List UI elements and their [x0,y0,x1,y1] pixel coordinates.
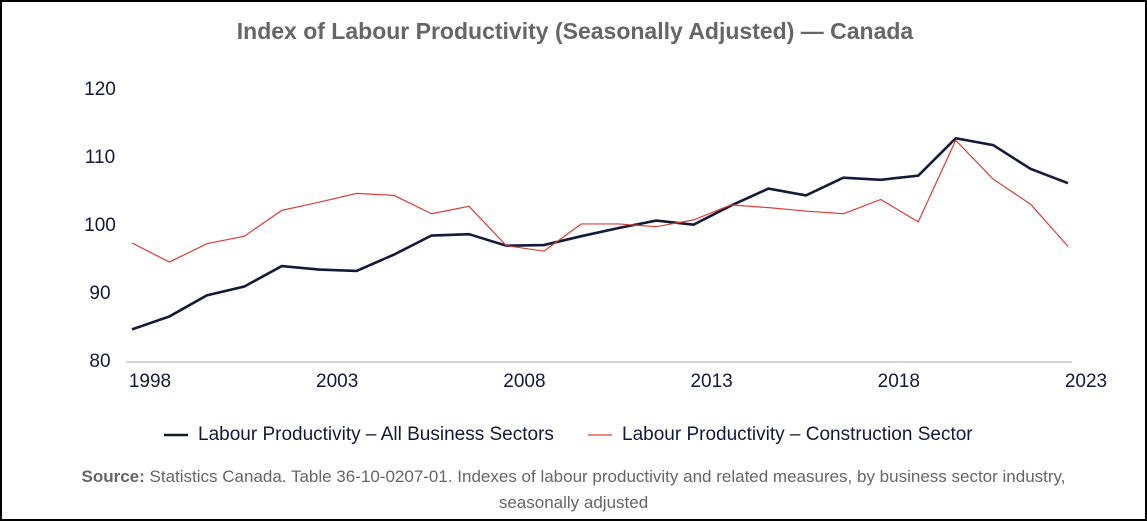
line [131,139,1069,263]
y-tick-label: 110 [85,147,115,168]
y-tick-label: 100 [84,215,116,236]
y-tick-label: 80 [89,351,110,372]
y-tick-label: 90 [89,283,110,304]
line [131,136,1069,331]
x-tick-label: 2018 [878,371,920,392]
legend-label: Labour Productivity – Construction Secto… [622,424,973,445]
legend-label: Labour Productivity – All Business Secto… [198,424,554,445]
source-text: Statistics Canada. Table 36-10-0207-01. … [149,467,1066,512]
x-tick-label: 2023 [1065,371,1107,392]
y-tick-label: 120 [84,79,116,100]
x-tick-label: 1998 [129,371,171,392]
source: Source: Statistics Canada. Table 36-10-0… [42,464,1105,516]
x-tick-label: 2003 [316,371,358,392]
x-tick-label: 2008 [503,371,545,392]
x-tick-label: 2013 [690,371,732,392]
source-label: Source: [81,467,145,486]
chart: Index of Labour Productivity (Seasonally… [84,18,1107,445]
chart-title: Index of Labour Productivity (Seasonally… [237,18,914,44]
